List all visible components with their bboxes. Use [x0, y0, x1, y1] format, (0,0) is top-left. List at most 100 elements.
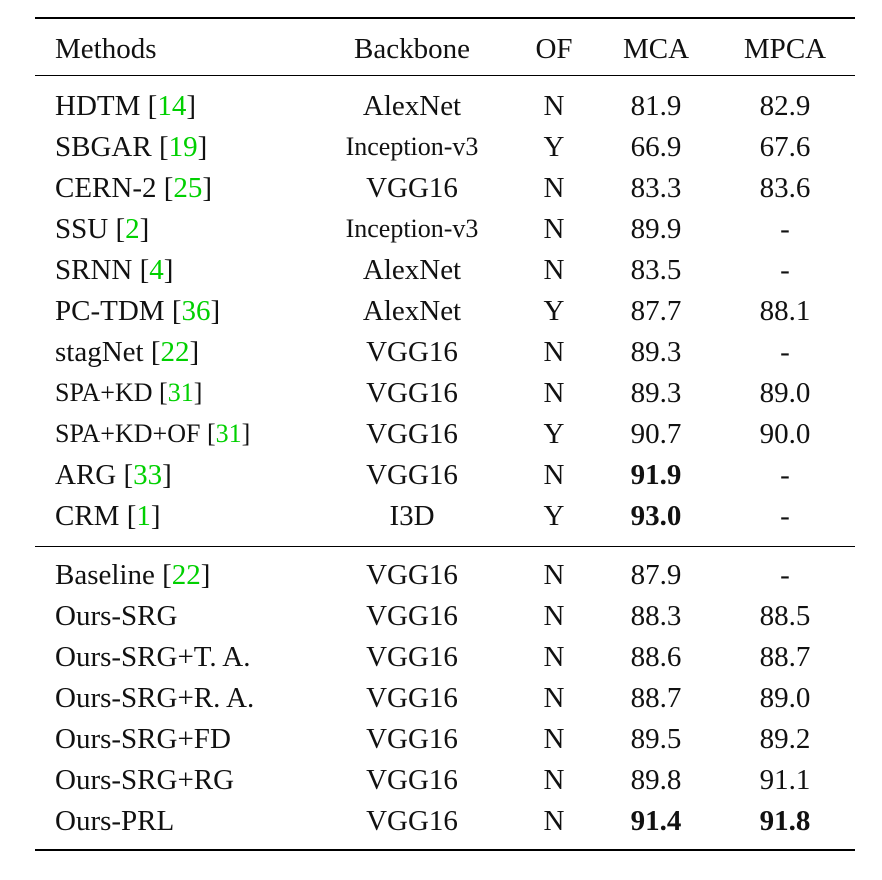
mpca-cell: 88.7 — [759, 641, 811, 673]
backbone-cell: VGG16 — [366, 559, 458, 591]
backbone-cell: VGG16 — [366, 764, 458, 796]
backbone-cell: AlexNet — [362, 254, 462, 286]
method-name: Baseline — [55, 559, 155, 591]
citation-link[interactable]: 25 — [173, 172, 203, 204]
of-cell: Y — [543, 418, 565, 450]
method-cell: PC-TDM [36] — [55, 295, 221, 327]
header-row: Methods Backbone OF MCA MPCA — [0, 29, 882, 69]
mpca-cell: 89.0 — [759, 377, 811, 409]
table-row: Baseline [22] VGG16 N 87.9 - — [0, 555, 882, 595]
backbone-cell: VGG16 — [366, 418, 458, 450]
method-cell: Ours-SRG — [55, 600, 178, 632]
method-cell: Ours-SRG+T. A. — [55, 641, 251, 673]
of-cell: N — [543, 254, 565, 286]
citation-link[interactable]: 31 — [167, 378, 194, 407]
citation-link[interactable]: 1 — [136, 500, 151, 532]
mpca-cell: 91.1 — [759, 764, 811, 796]
method-cell: SSU [2] — [55, 213, 150, 245]
mpca-cell: - — [780, 459, 790, 491]
backbone-cell: Inception-v3 — [345, 214, 479, 243]
mpca-cell: 90.0 — [759, 418, 811, 450]
of-cell: N — [543, 336, 565, 368]
backbone-cell: VGG16 — [366, 682, 458, 714]
of-cell: N — [543, 682, 565, 714]
table-row: CERN-2 [25] VGG16 N 83.3 83.6 — [0, 168, 882, 208]
table-row: SRNN [4] AlexNet N 83.5 - — [0, 250, 882, 290]
of-cell: Y — [543, 295, 565, 327]
of-cell: N — [543, 377, 565, 409]
bottom-rule — [35, 849, 855, 851]
mca-cell: 89.8 — [630, 764, 682, 796]
citation-link[interactable]: 22 — [160, 336, 190, 368]
backbone-cell: VGG16 — [366, 723, 458, 755]
citation-link[interactable]: 2 — [125, 213, 140, 245]
method-cell: SBGAR [19] — [55, 131, 208, 163]
table-row: Ours-SRG+RG VGG16 N 89.8 91.1 — [0, 760, 882, 800]
of-cell: N — [543, 172, 565, 204]
method-name: SPA+KD+OF — [55, 419, 201, 448]
backbone-cell: VGG16 — [366, 172, 458, 204]
backbone-cell: VGG16 — [366, 377, 458, 409]
method-name: SRNN — [55, 254, 133, 286]
mca-cell: 89.5 — [630, 723, 682, 755]
backbone-cell: Inception-v3 — [345, 132, 479, 161]
method-name: PC-TDM — [55, 295, 165, 327]
table-row: Ours-PRL VGG16 N 91.4 91.8 — [0, 801, 882, 841]
mca-cell: 89.3 — [630, 377, 682, 409]
mca-cell: 81.9 — [630, 90, 682, 122]
mca-cell-best: 93.0 — [630, 500, 682, 532]
mca-cell: 87.7 — [630, 295, 682, 327]
citation-link[interactable]: 14 — [157, 90, 187, 122]
mca-cell: 83.5 — [630, 254, 682, 286]
backbone-cell: VGG16 — [366, 336, 458, 368]
mpca-cell: 83.6 — [759, 172, 811, 204]
of-cell: Y — [543, 131, 565, 163]
header-methods: Methods — [55, 33, 157, 65]
mpca-cell: 89.2 — [759, 723, 811, 755]
mpca-cell: - — [780, 559, 790, 591]
mpca-cell: - — [780, 336, 790, 368]
top-rule — [35, 17, 855, 19]
mca-cell: 87.9 — [630, 559, 682, 591]
method-name: SBGAR — [55, 131, 152, 163]
mca-cell: 89.3 — [630, 336, 682, 368]
table-row: Ours-SRG+R. A. VGG16 N 88.7 89.0 — [0, 678, 882, 718]
method-cell: SRNN [4] — [55, 254, 174, 286]
of-cell: N — [543, 764, 565, 796]
of-cell: N — [543, 459, 565, 491]
mca-cell: 88.6 — [630, 641, 682, 673]
table-row: SPA+KD+OF [31] VGG16 Y 90.7 90.0 — [0, 414, 882, 454]
mpca-cell: 82.9 — [759, 90, 811, 122]
header-rule — [35, 75, 855, 76]
mca-cell-best: 91.4 — [630, 805, 682, 837]
method-name: SPA+KD — [55, 378, 153, 407]
method-cell: Ours-SRG+R. A. — [55, 682, 255, 714]
table-row: Ours-SRG VGG16 N 88.3 88.5 — [0, 596, 882, 636]
mpca-cell: 88.5 — [759, 600, 811, 632]
backbone-cell: VGG16 — [366, 600, 458, 632]
table-row: PC-TDM [36] AlexNet Y 87.7 88.1 — [0, 291, 882, 331]
method-cell: CERN-2 [25] — [55, 172, 213, 204]
method-name: stagNet — [55, 336, 144, 368]
mca-cell: 89.9 — [630, 213, 682, 245]
citation-link[interactable]: 36 — [181, 295, 211, 327]
table-row: CRM [1] I3D Y 93.0 - — [0, 496, 882, 536]
citation-link[interactable]: 31 — [215, 419, 242, 448]
header-mpca: MPCA — [743, 33, 827, 65]
mca-cell: 83.3 — [630, 172, 682, 204]
citation-link[interactable]: 22 — [171, 559, 201, 591]
method-name: CRM — [55, 500, 120, 532]
method-cell: HDTM [14] — [55, 90, 196, 122]
method-cell: Ours-SRG+FD — [55, 723, 231, 755]
header-mca: MCA — [622, 33, 690, 65]
header-of: OF — [535, 33, 573, 65]
citation-link[interactable]: 19 — [168, 131, 198, 163]
citation-link[interactable]: 4 — [149, 254, 164, 286]
of-cell: N — [543, 213, 565, 245]
of-cell: N — [543, 723, 565, 755]
mca-cell-best: 91.9 — [630, 459, 682, 491]
method-cell: CRM [1] — [55, 500, 161, 532]
of-cell: N — [543, 90, 565, 122]
of-cell: N — [543, 559, 565, 591]
citation-link[interactable]: 33 — [133, 459, 163, 491]
